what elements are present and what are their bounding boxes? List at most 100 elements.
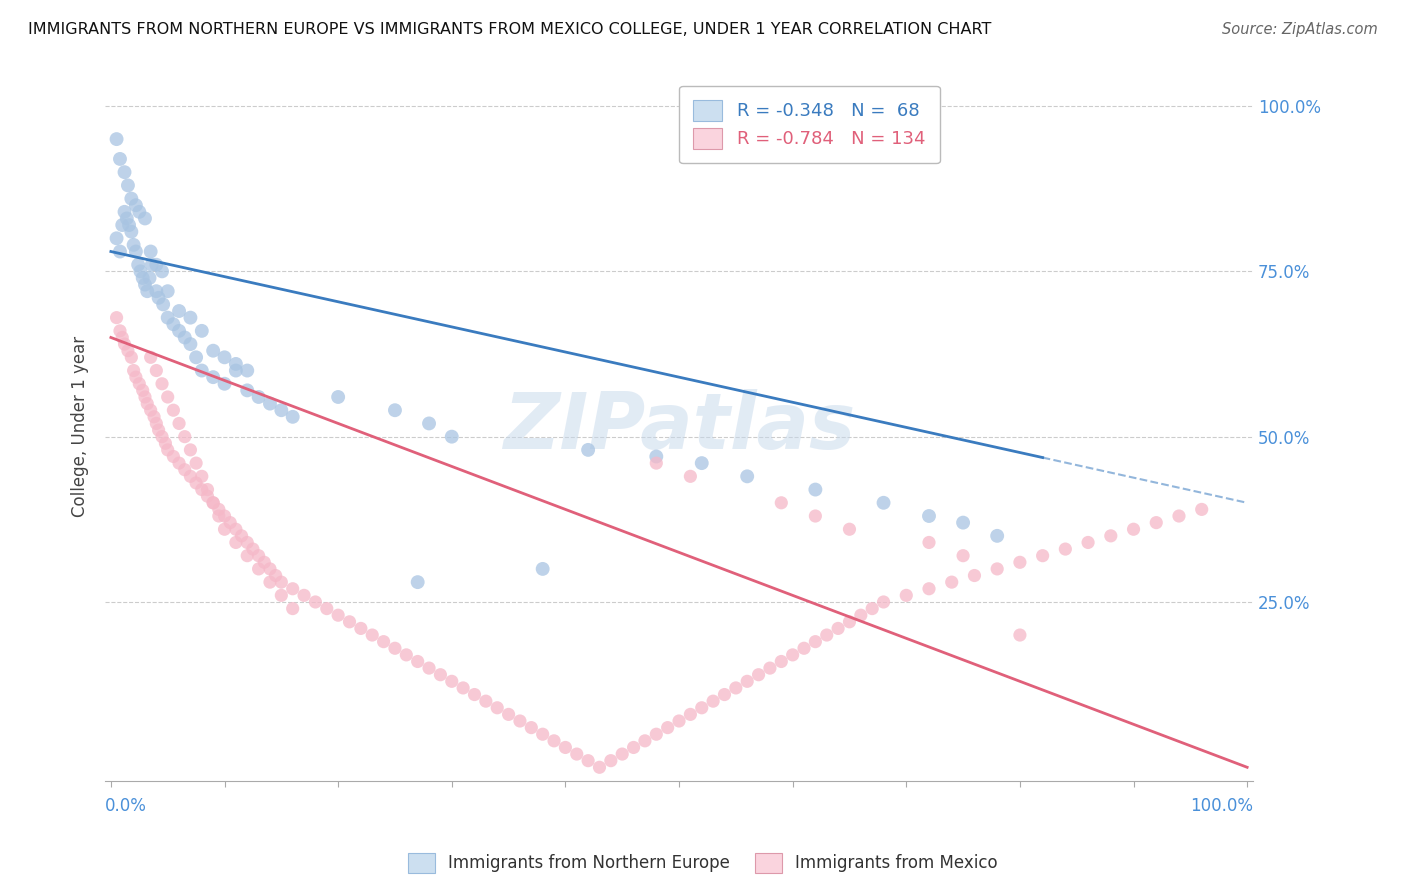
Point [520, 721, 543, 735]
Point [576, 442, 599, 457]
Point [242, 542, 264, 557]
Point [838, 615, 860, 629]
Point [724, 681, 747, 695]
Point [406, 655, 429, 669]
Point [155, 436, 177, 450]
Point [451, 681, 474, 695]
Point [136, 396, 159, 410]
Point [136, 284, 159, 298]
Point [179, 469, 201, 483]
Point [156, 442, 179, 457]
Point [122, 363, 145, 377]
Point [1008, 628, 1031, 642]
Point [328, 608, 350, 623]
Point [114, 337, 136, 351]
Point [120, 225, 142, 239]
Point [225, 363, 247, 377]
Point [328, 390, 350, 404]
Point [281, 582, 304, 596]
Point [896, 588, 918, 602]
Point [111, 330, 134, 344]
Point [759, 661, 782, 675]
Point [702, 694, 724, 708]
Point [941, 575, 963, 590]
Point [1054, 542, 1077, 557]
Point [247, 562, 270, 576]
Point [247, 549, 270, 563]
Point [131, 384, 153, 398]
Point [184, 456, 207, 470]
Point [128, 204, 150, 219]
Point [225, 535, 247, 549]
Text: ZIPatlas: ZIPatlas [503, 389, 855, 465]
Point [748, 667, 770, 681]
Point [118, 218, 141, 232]
Point [225, 522, 247, 536]
Point [236, 549, 259, 563]
Point [486, 700, 509, 714]
Point [134, 277, 156, 292]
Point [148, 291, 170, 305]
Point [645, 450, 668, 464]
Point [509, 714, 531, 728]
Point [105, 132, 128, 146]
Point [214, 351, 236, 365]
Point [384, 403, 406, 417]
Point [1122, 522, 1144, 536]
Point [162, 318, 184, 332]
Point [197, 489, 219, 503]
Point [156, 390, 179, 404]
Point [139, 403, 162, 417]
Legend: Immigrants from Northern Europe, Immigrants from Mexico: Immigrants from Northern Europe, Immigra… [402, 847, 1004, 880]
Point [139, 244, 162, 259]
Point [315, 601, 337, 615]
Point [565, 747, 588, 761]
Text: 0.0%: 0.0% [105, 797, 148, 815]
Point [827, 622, 849, 636]
Point [1032, 549, 1054, 563]
Point [690, 700, 713, 714]
Point [270, 403, 292, 417]
Point [952, 549, 974, 563]
Point [125, 244, 148, 259]
Point [202, 496, 225, 510]
Point [202, 343, 225, 358]
Point [162, 450, 184, 464]
Point [1144, 516, 1167, 530]
Point [117, 178, 139, 193]
Point [143, 409, 166, 424]
Point [173, 330, 195, 344]
Point [406, 575, 429, 590]
Point [108, 152, 131, 166]
Point [138, 271, 160, 285]
Point [125, 370, 148, 384]
Point [872, 595, 894, 609]
Point [339, 615, 361, 629]
Point [281, 601, 304, 615]
Point [770, 655, 793, 669]
Point [117, 343, 139, 358]
Point [657, 721, 679, 735]
Point [184, 351, 207, 365]
Point [191, 324, 214, 338]
Point [531, 562, 554, 576]
Point [361, 628, 384, 642]
Point [384, 641, 406, 656]
Y-axis label: College, Under 1 year: College, Under 1 year [72, 336, 89, 517]
Point [440, 674, 463, 689]
Point [543, 734, 565, 748]
Point [588, 760, 610, 774]
Point [849, 608, 872, 623]
Point [918, 508, 941, 523]
Point [208, 508, 231, 523]
Point [986, 529, 1008, 543]
Point [281, 409, 304, 424]
Point [145, 258, 167, 272]
Point [120, 192, 142, 206]
Point [236, 363, 259, 377]
Point [127, 258, 149, 272]
Point [173, 430, 195, 444]
Point [599, 754, 621, 768]
Point [139, 351, 162, 365]
Point [236, 535, 259, 549]
